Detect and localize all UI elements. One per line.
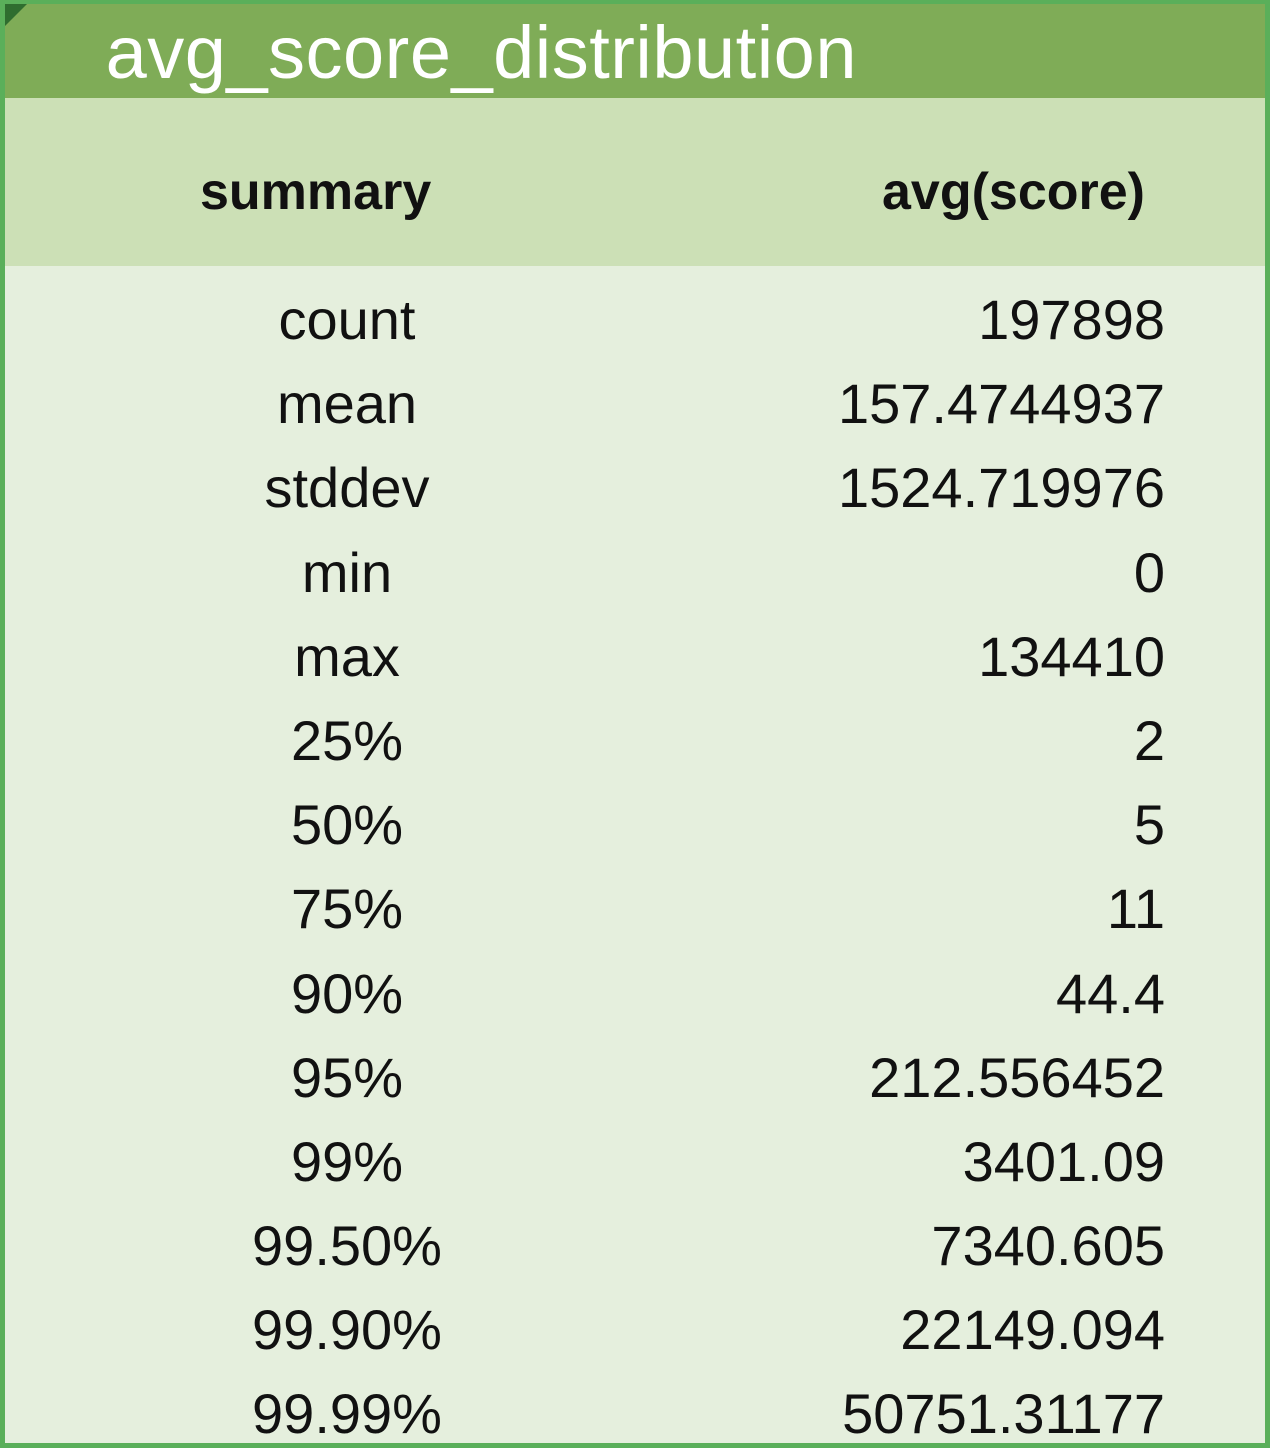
column-header-avg-score[interactable]: avg(score): [882, 163, 1145, 221]
table-row[interactable]: min 0: [5, 531, 1265, 615]
value-cell[interactable]: 44.4: [1056, 961, 1165, 1025]
table-row[interactable]: 99.50% 7340.605: [5, 1204, 1265, 1288]
table-row[interactable]: 25% 2: [5, 699, 1265, 783]
table-row[interactable]: 75% 11: [5, 867, 1265, 951]
table-row[interactable]: 90% 44.4: [5, 952, 1265, 1036]
table-row[interactable]: mean 157.4744937: [5, 362, 1265, 446]
cell-corner-indicator: [5, 4, 27, 26]
value-cell[interactable]: 2: [1133, 708, 1165, 772]
value-cell[interactable]: 3401.09: [962, 1129, 1165, 1193]
summary-cell[interactable]: count: [278, 288, 416, 351]
table-title: avg_score_distribution: [105, 11, 857, 94]
summary-cell[interactable]: 99.50%: [252, 1214, 442, 1278]
table-header-row: summary avg(score): [5, 98, 1265, 266]
summary-cell[interactable]: 99%: [290, 1129, 404, 1193]
table-row[interactable]: 99.90% 22149.094: [5, 1288, 1265, 1372]
summary-cell[interactable]: 50%: [290, 793, 404, 857]
value-cell[interactable]: 134410: [978, 624, 1165, 688]
summary-cell[interactable]: mean: [276, 372, 418, 436]
table-row[interactable]: stddev 1524.719976: [5, 446, 1265, 530]
value-cell[interactable]: 22149.094: [900, 1298, 1165, 1362]
table-row[interactable]: 99.99% 50751.31177: [5, 1372, 1265, 1446]
table-row[interactable]: max 134410: [5, 615, 1265, 699]
column-header-summary[interactable]: summary: [200, 163, 432, 221]
table-title-bar: avg_score_distribution: [5, 4, 1265, 98]
summary-cell[interactable]: 95%: [290, 1045, 404, 1109]
summary-cell[interactable]: stddev: [264, 456, 430, 520]
value-cell[interactable]: 1524.719976: [837, 456, 1165, 520]
value-cell[interactable]: 50751.31177: [842, 1382, 1165, 1446]
table-row[interactable]: count 197898: [5, 278, 1265, 362]
table-row[interactable]: 95% 212.556452: [5, 1036, 1265, 1120]
summary-cell[interactable]: 75%: [290, 877, 404, 941]
value-cell[interactable]: 7340.605: [931, 1214, 1165, 1278]
table-row[interactable]: 50% 5: [5, 783, 1265, 867]
value-cell[interactable]: 11: [1106, 877, 1165, 941]
summary-cell[interactable]: 99.90%: [252, 1298, 442, 1362]
summary-cell[interactable]: 25%: [290, 708, 404, 772]
summary-cell[interactable]: 99.99%: [252, 1382, 442, 1446]
value-cell[interactable]: 157.4744937: [837, 372, 1165, 436]
summary-cell[interactable]: 90%: [290, 961, 404, 1025]
value-cell[interactable]: 5: [1133, 793, 1165, 857]
value-cell[interactable]: 197898: [978, 288, 1165, 351]
value-cell[interactable]: 212.556452: [869, 1045, 1165, 1109]
summary-cell[interactable]: min: [301, 540, 393, 604]
summary-cell[interactable]: max: [294, 624, 400, 688]
value-cell[interactable]: 0: [1133, 540, 1165, 604]
table-row[interactable]: 99% 3401.09: [5, 1120, 1265, 1204]
table-body: count 197898 mean 157.4744937 stddev 152…: [5, 278, 1265, 1446]
